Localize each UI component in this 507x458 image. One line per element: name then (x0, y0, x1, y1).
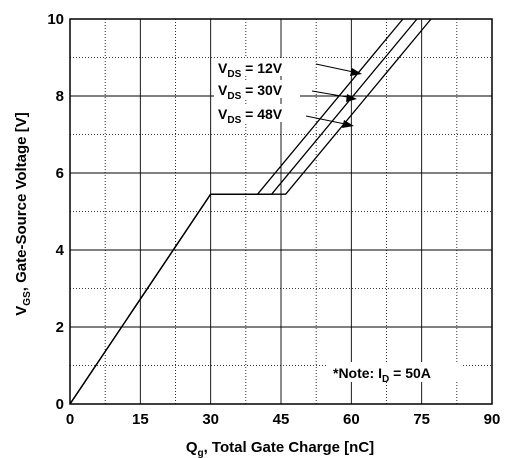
arrowhead-vds-30v-icon (346, 94, 357, 102)
legend: VDS = 12V VDS = 30V VDS = 48V (214, 58, 362, 128)
leader-arrow-vds-30v (311, 90, 354, 99)
test-condition-note: *Note: ID = 50A (333, 365, 431, 385)
x-tick-label: 60 (343, 411, 360, 428)
y-tick-label: 10 (47, 11, 64, 28)
plot-frame (69, 18, 493, 405)
x-tick-label: 45 (273, 411, 290, 428)
legend-label-vds-12v: VDS = 12V (218, 60, 283, 80)
legend-label-vds-48v: VDS = 48V (218, 106, 283, 126)
arrowhead-vds-12v-icon (350, 68, 362, 76)
x-axis-ticks: 0 15 30 45 60 75 90 (66, 411, 501, 428)
x-tick-label: 90 (484, 411, 501, 428)
y-tick-label: 2 (56, 319, 64, 336)
y-tick-label: 4 (56, 242, 65, 259)
arrowhead-vds-48v-icon (342, 120, 354, 128)
leader-arrow-vds-48v (305, 115, 351, 126)
y-axis-ticks: 0 2 4 6 8 10 (47, 11, 64, 413)
x-axis-label: Qg, Total Gate Charge [nC] (186, 439, 374, 458)
legend-bg-2 (214, 80, 300, 98)
leader-arrow-vds-12v (315, 63, 359, 74)
x-tick-label: 75 (413, 411, 430, 428)
legend-label-vds-30v: VDS = 30V (218, 82, 283, 102)
x-tick-label: 15 (132, 411, 149, 428)
y-axis-label: VGS, Gate-Source Voltage [V] (13, 112, 33, 315)
x-tick-label: 30 (202, 411, 219, 428)
legend-bg-1 (214, 58, 300, 76)
legend-bg-3 (214, 104, 300, 122)
series-lines (69, 18, 432, 405)
series-line-3 (69, 18, 432, 405)
y-tick-label: 8 (56, 88, 64, 105)
note-bg (328, 362, 462, 382)
y-tick-label: 6 (56, 165, 64, 182)
x-tick-label: 0 (66, 411, 74, 428)
y-tick-label: 0 (56, 396, 64, 413)
